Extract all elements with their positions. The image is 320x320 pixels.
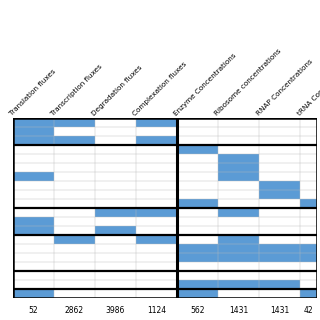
Bar [13, 127, 54, 136]
Bar [136, 235, 177, 244]
Bar [300, 244, 317, 253]
Bar [13, 172, 54, 181]
Bar [13, 118, 54, 127]
Text: 2862: 2862 [65, 306, 84, 315]
Bar [300, 253, 317, 262]
Text: Degradation fluxes: Degradation fluxes [91, 64, 143, 117]
Text: Ribosome concentrations: Ribosome concentrations [214, 48, 283, 117]
Bar [259, 253, 300, 262]
Bar [177, 289, 218, 298]
Text: RNAP Concentrations: RNAP Concentrations [255, 58, 314, 117]
Text: 1431: 1431 [270, 306, 290, 315]
Bar [95, 208, 136, 217]
Bar [218, 163, 259, 172]
Bar [218, 253, 259, 262]
Bar [177, 199, 218, 208]
Text: 562: 562 [190, 306, 205, 315]
Bar [259, 190, 300, 199]
Bar [136, 208, 177, 217]
Text: Transcription fluxes: Transcription fluxes [50, 63, 103, 117]
Bar [13, 217, 54, 226]
Bar [136, 118, 177, 127]
Bar [218, 280, 259, 289]
Bar [218, 244, 259, 253]
Bar [218, 235, 259, 244]
Bar [13, 226, 54, 235]
Bar [95, 226, 136, 235]
Bar [259, 244, 300, 253]
Bar [13, 289, 54, 298]
Text: 3986: 3986 [106, 306, 125, 315]
Text: Translation fluxes: Translation fluxes [9, 68, 57, 117]
Bar [54, 235, 95, 244]
Text: 1431: 1431 [229, 306, 248, 315]
Bar [13, 136, 54, 145]
Bar [259, 181, 300, 190]
Bar [54, 118, 95, 127]
Bar [136, 136, 177, 145]
Bar [218, 154, 259, 163]
Bar [177, 253, 218, 262]
Bar [177, 145, 218, 154]
Bar [218, 208, 259, 217]
Bar [259, 280, 300, 289]
Text: tRNA Conce: tRNA Conce [296, 82, 320, 117]
Text: 42: 42 [304, 306, 313, 315]
Text: 1124: 1124 [147, 306, 166, 315]
Text: Complexation fluxes: Complexation fluxes [132, 61, 188, 117]
Bar [54, 136, 95, 145]
Text: 52: 52 [28, 306, 38, 315]
Bar [300, 289, 317, 298]
Text: Enzyme Concentrations: Enzyme Concentrations [173, 52, 237, 117]
Bar [177, 280, 218, 289]
Bar [218, 172, 259, 181]
Bar [300, 199, 317, 208]
Bar [177, 244, 218, 253]
